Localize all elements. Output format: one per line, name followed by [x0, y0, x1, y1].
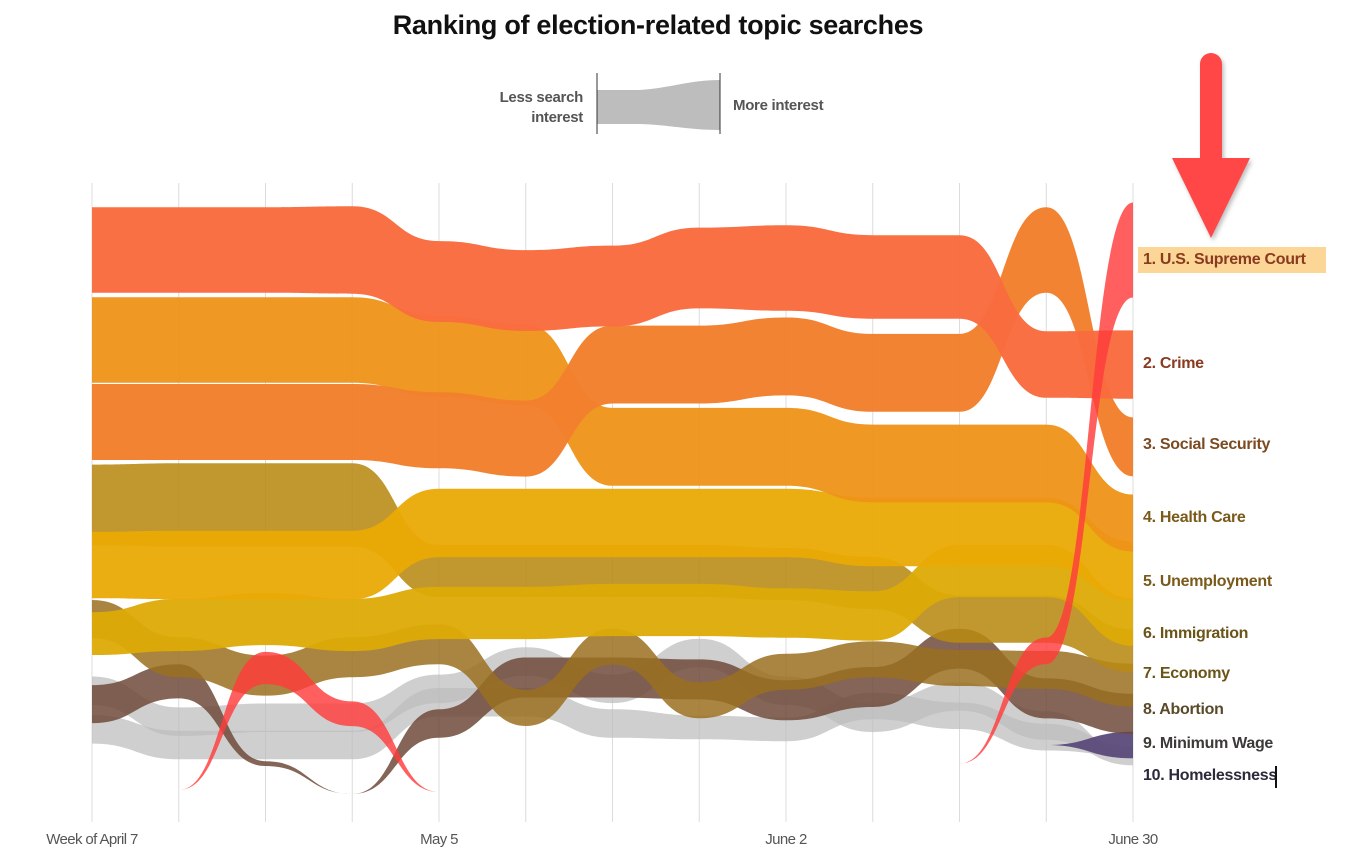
band-economy: [92, 463, 1133, 673]
rank-label: 2. Crime: [1143, 355, 1204, 372]
band-crime: [92, 206, 1133, 399]
x-tick-label: May 5: [420, 831, 458, 848]
x-tick-label: Week of April 7: [46, 831, 138, 848]
rank-label: 9. Minimum Wage: [1143, 735, 1274, 752]
band-health-care: [92, 297, 1133, 552]
band-u-s-supreme-court: [178, 651, 440, 792]
band-abortion: [92, 600, 1133, 726]
arrow-down-icon: [1172, 53, 1250, 238]
chart-title: Ranking of election-related topic search…: [392, 10, 924, 40]
legend-band: [597, 80, 720, 130]
legend-more-label: More interest: [733, 97, 824, 114]
rank-label: 3. Social Security: [1143, 436, 1271, 453]
band-unemployment: [92, 488, 1133, 601]
rank-label: 7. Economy: [1143, 665, 1230, 682]
rank-label: 4. Health Care: [1143, 509, 1246, 526]
rank-label: 10. Homelessness: [1143, 767, 1277, 784]
legend-width-swatch: [596, 73, 721, 134]
band-u-s-supreme-court: [959, 202, 1133, 764]
bands: [92, 202, 1133, 794]
band-immigration: [92, 544, 1133, 655]
x-tick-label: June 30: [1108, 831, 1158, 848]
arrow-annotation: [1172, 53, 1250, 238]
rank-label: 8. Abortion: [1143, 701, 1224, 718]
text-cursor: [1275, 766, 1277, 788]
band-homelessness: [1046, 731, 1133, 759]
band-social-security: [92, 207, 1133, 477]
x-tick-label: June 2: [765, 831, 807, 848]
rank-label: 6. Immigration: [1143, 625, 1249, 642]
rank-label: 5. Unemployment: [1143, 573, 1272, 590]
legend-less-label: Less search interest: [499, 89, 584, 126]
rank-label: 1. U.S. Supreme Court: [1138, 247, 1326, 273]
band-other-topic-a: [92, 638, 1133, 766]
